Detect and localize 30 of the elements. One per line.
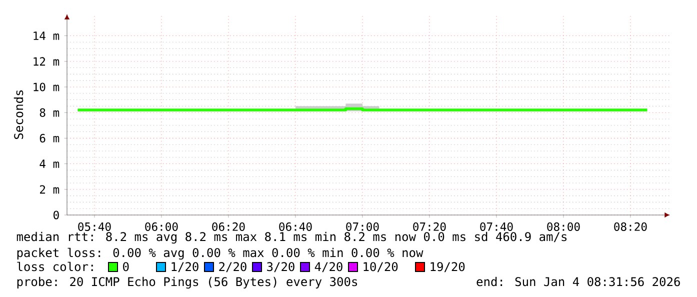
x-tick-label: 08:20 (614, 222, 647, 231)
x-tick-label: 06:40 (279, 222, 312, 231)
legend-label: 0 (123, 262, 129, 272)
x-tick-label: 08:00 (547, 222, 580, 231)
y-tick-label: 6 m (40, 134, 60, 142)
x-tick-label: 07:20 (413, 222, 446, 231)
legend-label: 2/20 (219, 262, 246, 272)
legend-label: 3/20 (267, 262, 294, 272)
y-tick-label: 14 m (34, 32, 60, 40)
text: median rtt: 8.2 ms avg 8.2 ms max 8.1 ms min 8.2 ms now 0.0 ms sd 460.9 am/s (16, 232, 567, 244)
text: probe: 20 ICMP Echo Pings (56 Bytes) every 300s (17, 276, 358, 289)
y-tick-label: 10 m (34, 82, 60, 92)
x-tick-label: 07:40 (480, 222, 513, 231)
y-tick-label: 0 (54, 210, 59, 220)
y-tick-label: 12 m (34, 57, 60, 66)
y-tick-label: 2 m (40, 185, 60, 194)
text: packet loss: 0.00 % avg 0.00 % max 0.00 % min 0.00 % now (17, 248, 424, 260)
x-tick-label: 06:00 (145, 222, 178, 231)
y-tick-label: 4 m (40, 160, 60, 168)
legend-label: 19/20 (430, 262, 465, 272)
legend-title: loss color: (17, 262, 93, 272)
x-tick-label: 07:00 (346, 222, 379, 231)
legend-label: 10/20 (364, 262, 398, 272)
text: end: Sun Jan 4 08:31:56 2026 (476, 276, 680, 286)
x-tick-label: 06:20 (212, 222, 245, 231)
y-tick-label: 8 m (40, 108, 60, 117)
legend-label: 4/20 (314, 262, 342, 272)
x-tick-label: 05:40 (78, 222, 111, 231)
legend-label: 1/20 (172, 262, 198, 272)
y-axis-title: Seconds (14, 90, 24, 139)
